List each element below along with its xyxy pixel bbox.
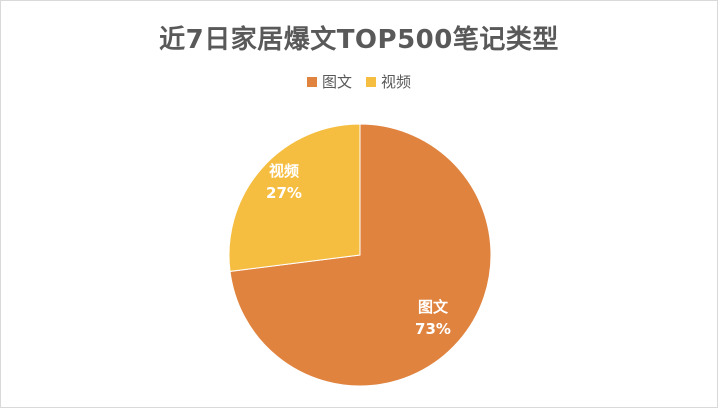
legend-swatch-shipin [366,76,376,87]
slice-value-1: 27% [266,184,302,202]
slice-label-1: 视频 [269,162,299,180]
legend-label-shipin: 视频 [381,73,412,91]
slice-value-0: 73% [415,320,451,338]
pie-slice-1 [228,123,361,272]
legend-item-shipin: 视频 [366,71,411,92]
legend-swatch-tuwen [306,76,317,87]
legend-item-tuwen: 图文 [306,71,352,92]
chart-legend: 图文 视频 [1,71,717,92]
legend-label-tuwen: 图文 [321,73,352,91]
slice-label-0: 图文 [418,298,449,316]
chart-title: 近7日家居爆文TOP500笔记类型 [159,25,559,55]
